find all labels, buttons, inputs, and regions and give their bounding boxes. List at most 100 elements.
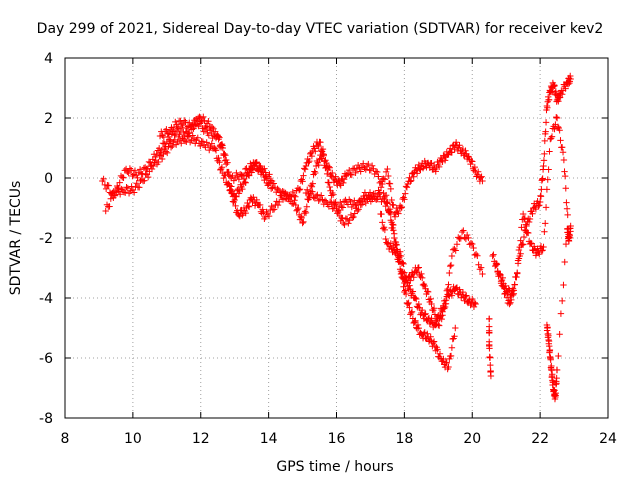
data-point <box>203 139 210 146</box>
data-point <box>286 192 293 199</box>
data-point <box>400 283 407 290</box>
data-point <box>508 296 515 304</box>
data-point <box>467 240 475 247</box>
data-point <box>385 172 392 180</box>
data-point <box>471 299 478 307</box>
data-point <box>295 186 303 194</box>
data-point <box>211 145 219 153</box>
data-point <box>212 147 220 154</box>
data-point <box>370 190 377 198</box>
data-point <box>547 88 554 96</box>
data-point <box>322 164 329 172</box>
data-point <box>116 179 123 186</box>
data-point <box>432 168 439 175</box>
data-point <box>340 179 347 187</box>
data-point <box>332 200 339 208</box>
data-point <box>156 152 163 159</box>
data-point <box>169 142 176 150</box>
data-point <box>139 171 146 178</box>
data-point <box>560 156 568 164</box>
data-point <box>545 96 553 103</box>
data-point <box>422 310 429 317</box>
data-point <box>558 297 566 305</box>
data-point <box>360 160 367 167</box>
data-point <box>532 205 540 213</box>
data-point <box>544 324 551 331</box>
y-tick-label: -4 <box>39 291 53 307</box>
data-point <box>397 204 405 212</box>
x-tick-label: 18 <box>395 431 413 447</box>
data-point <box>357 201 364 209</box>
data-point <box>295 204 302 212</box>
data-point <box>130 189 138 196</box>
data-point <box>228 190 236 197</box>
data-point <box>265 212 273 220</box>
data-point <box>160 133 168 141</box>
data-point <box>518 224 525 231</box>
data-point <box>261 165 268 172</box>
data-point <box>486 315 493 323</box>
data-point <box>136 166 144 173</box>
data-point <box>287 193 294 200</box>
data-point <box>355 206 362 213</box>
x-tick-label: 14 <box>260 431 278 447</box>
data-point <box>200 113 207 121</box>
data-point <box>329 205 336 212</box>
data-point <box>322 157 329 164</box>
data-point <box>256 201 264 209</box>
data-point <box>427 333 434 341</box>
data-point <box>228 189 235 197</box>
data-point <box>312 169 319 177</box>
data-point <box>111 191 118 199</box>
data-point <box>440 355 447 363</box>
data-point <box>193 121 201 128</box>
data-point <box>542 128 549 135</box>
data-point <box>428 315 435 322</box>
data-point <box>462 147 469 154</box>
data-point <box>309 188 316 195</box>
data-point <box>345 220 352 227</box>
y-tick-label: -2 <box>39 231 53 247</box>
data-point <box>424 330 431 337</box>
data-point <box>519 241 527 248</box>
data-point <box>458 228 466 236</box>
data-point <box>523 222 530 230</box>
y-tick-label: -6 <box>39 351 53 367</box>
data-point <box>398 204 406 211</box>
data-point <box>253 158 260 166</box>
data-point <box>336 180 344 188</box>
data-point <box>164 149 171 157</box>
data-point <box>348 214 356 221</box>
data-point <box>551 82 558 90</box>
data-point <box>560 281 567 289</box>
data-point <box>448 344 456 351</box>
data-point <box>165 129 173 137</box>
data-point <box>390 230 398 237</box>
data-point <box>189 132 196 139</box>
data-point <box>339 204 347 211</box>
data-point <box>399 259 406 266</box>
data-point <box>148 161 155 169</box>
data-point <box>302 209 310 217</box>
data-point <box>191 117 198 124</box>
data-point <box>249 166 257 174</box>
data-point <box>522 221 529 228</box>
data-point <box>307 190 315 197</box>
data-point <box>144 165 151 172</box>
y-tick-label: 2 <box>44 111 53 127</box>
data-point <box>315 142 322 150</box>
data-point <box>172 118 179 126</box>
data-point <box>479 177 486 185</box>
data-point <box>469 240 476 248</box>
data-point <box>542 220 549 227</box>
data-point <box>188 126 196 133</box>
data-point <box>521 214 529 222</box>
data-point <box>418 306 426 314</box>
data-point <box>358 201 366 208</box>
data-point <box>415 324 422 332</box>
chart-title: Day 299 of 2021, Sidereal Day-to-day VTE… <box>37 21 604 37</box>
data-point <box>357 168 364 175</box>
data-point <box>517 250 524 258</box>
data-point <box>134 174 141 182</box>
data-point <box>556 331 563 338</box>
